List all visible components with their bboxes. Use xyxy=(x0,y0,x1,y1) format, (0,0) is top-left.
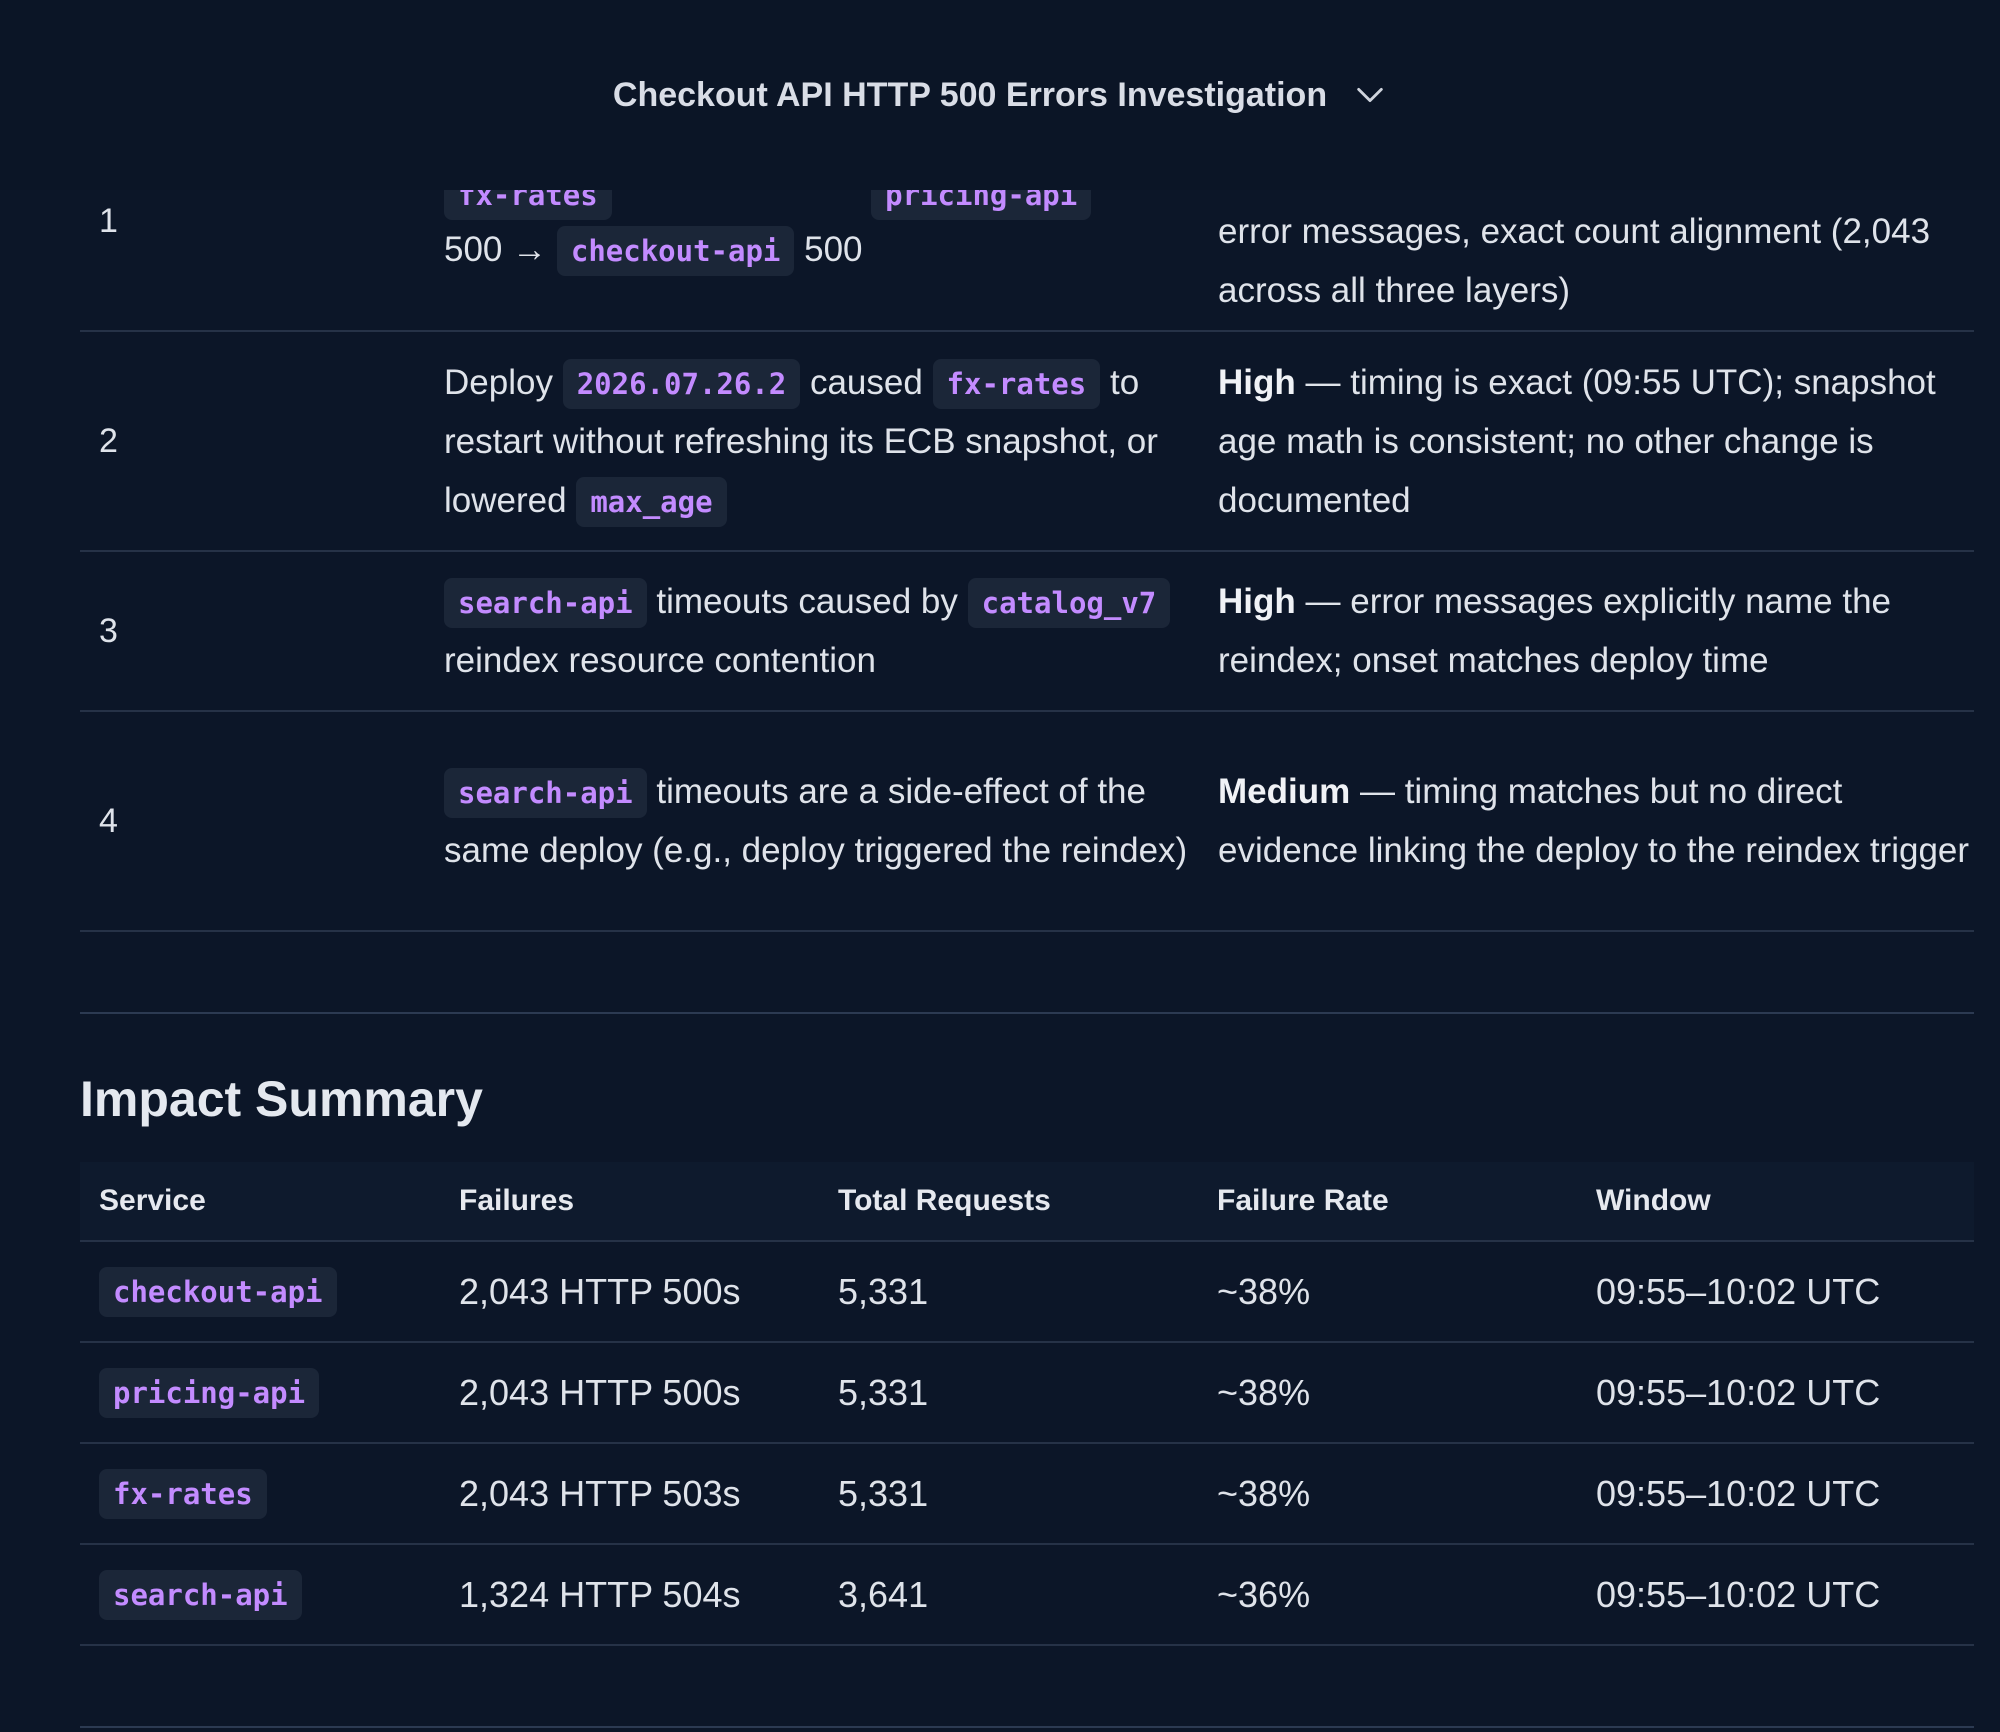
hypotheses-table: 1 fx-rates pricing-api 500 → checkout-ap… xyxy=(80,190,1974,932)
hypothesis-text: to restart without refreshing its ECB sn… xyxy=(444,362,1158,520)
confidence-level: Medium xyxy=(1218,772,1351,811)
hypothesis-confidence: error messages, exact count alignment (2… xyxy=(1218,190,1974,330)
column-header-total-requests: Total Requests xyxy=(838,1184,1051,1217)
conversation-title: Checkout API HTTP 500 Errors Investigati… xyxy=(612,75,1328,114)
code-chip: search-api xyxy=(444,768,647,818)
column-header-failures: Failures xyxy=(459,1184,575,1217)
hypothesis-description: search-api timeouts are a side-effect of… xyxy=(444,712,1218,930)
total-requests-cell: 5,331 xyxy=(838,1472,929,1514)
total-requests-cell: 3,641 xyxy=(838,1573,929,1615)
hypothesis-description: search-api timeouts caused by catalog_v7… xyxy=(444,552,1218,710)
code-chip: search-api xyxy=(444,578,647,628)
code-chip: fx-rates xyxy=(444,190,612,220)
section-heading: Impact Summary xyxy=(80,1071,483,1127)
service-name: fx-rates xyxy=(99,1468,267,1519)
failure-rate-cell: ~36% xyxy=(1217,1573,1311,1615)
column-header-window: Window xyxy=(1596,1184,1711,1217)
table-row: 2 Deploy 2026.07.26.2 caused fx-rates to… xyxy=(80,332,1974,552)
conversation-title-button[interactable]: Checkout API HTTP 500 Errors Investigati… xyxy=(0,70,2000,120)
hypothesis-text: Deploy xyxy=(444,362,553,402)
hypothesis-confidence: Medium — timing matches but no direct ev… xyxy=(1218,712,1974,930)
section-divider xyxy=(80,1012,1974,1014)
code-chip: max_age xyxy=(576,476,727,527)
code-chip: fx-rates xyxy=(932,358,1101,409)
hypothesis-text: reindex resource contention xyxy=(444,641,876,680)
table-row: fx-rates 2,043 HTTP 503s 5,331 ~38% 09:5… xyxy=(80,1444,1974,1545)
confidence-text: — timing matches but no direct evidence … xyxy=(1218,772,1970,870)
confidence-text: — timing is exact (09:55 UTC); snapshot … xyxy=(1218,362,1936,520)
service-name: search-api xyxy=(99,1569,302,1620)
window-cell: 09:55–10:02 UTC xyxy=(1596,1573,1881,1615)
code-chip: catalog_v7 xyxy=(967,578,1171,628)
hypothesis-confidence: High — error messages explicitly name th… xyxy=(1218,552,1974,710)
failure-rate-cell: ~38% xyxy=(1217,1270,1311,1312)
total-requests-cell: 5,331 xyxy=(838,1270,929,1312)
header: Checkout API HTTP 500 Errors Investigati… xyxy=(0,0,2000,190)
hypothesis-description: fx-rates pricing-api 500 → checkout-api … xyxy=(444,190,1218,330)
table-row: search-api 1,324 HTTP 504s 3,641 ~36% 09… xyxy=(80,1545,1974,1646)
window-cell: 09:55–10:02 UTC xyxy=(1596,1371,1881,1413)
hypothesis-text: 500 → xyxy=(444,230,548,269)
confidence-level: High xyxy=(1218,582,1296,621)
service-name: checkout-api xyxy=(99,1266,337,1317)
window-cell: 09:55–10:02 UTC xyxy=(1596,1270,1881,1312)
table-row: 1 fx-rates pricing-api 500 → checkout-ap… xyxy=(80,190,1974,332)
hypothesis-number: 2 xyxy=(99,421,118,460)
column-header-service: Service xyxy=(99,1184,206,1217)
confidence-text: error messages, exact count alignment (2… xyxy=(1218,212,1931,310)
hypothesis-text: timeouts are a side-effect of the same d… xyxy=(444,772,1188,870)
hypothesis-number: 4 xyxy=(99,801,118,840)
total-requests-cell: 5,331 xyxy=(838,1371,929,1413)
impact-table: Service Failures Total Requests Failure … xyxy=(80,1162,1974,1646)
hypothesis-confidence: High — timing is exact (09:55 UTC); snap… xyxy=(1218,332,1974,550)
hypothesis-number: 3 xyxy=(99,611,118,650)
service-name: pricing-api xyxy=(99,1367,320,1418)
hypothesis-text: 500 xyxy=(804,230,863,269)
confidence-text: — error messages explicitly name the rei… xyxy=(1218,582,1891,680)
column-header-failure-rate: Failure Rate xyxy=(1217,1184,1389,1217)
failures-cell: 1,324 HTTP 504s xyxy=(459,1573,741,1615)
table-header-row: Service Failures Total Requests Failure … xyxy=(80,1162,1974,1242)
hypothesis-text: caused xyxy=(809,362,923,402)
failure-rate-cell: ~38% xyxy=(1217,1371,1311,1413)
code-chip: 2026.07.26.2 xyxy=(562,358,801,409)
table-row: checkout-api 2,043 HTTP 500s 5,331 ~38% … xyxy=(80,1242,1974,1343)
chevron-down-icon xyxy=(1357,87,1383,103)
code-chip: checkout-api xyxy=(556,226,795,276)
table-row: pricing-api 2,043 HTTP 500s 5,331 ~38% 0… xyxy=(80,1343,1974,1444)
failure-rate-cell: ~38% xyxy=(1217,1472,1311,1514)
failures-cell: 2,043 HTTP 500s xyxy=(459,1371,741,1413)
confidence-level: High xyxy=(1218,362,1296,402)
code-chip: pricing-api xyxy=(871,190,1092,220)
section-divider xyxy=(80,1726,1974,1728)
failures-cell: 2,043 HTTP 500s xyxy=(459,1270,741,1312)
hypothesis-text: timeouts caused by xyxy=(656,582,958,621)
hypothesis-number: 1 xyxy=(99,202,118,240)
hypothesis-description: Deploy 2026.07.26.2 caused fx-rates to r… xyxy=(444,332,1218,550)
table-row: 4 search-api timeouts are a side-effect … xyxy=(80,712,1974,932)
failures-cell: 2,043 HTTP 503s xyxy=(459,1472,741,1514)
window-cell: 09:55–10:02 UTC xyxy=(1596,1472,1881,1514)
table-row: 3 search-api timeouts caused by catalog_… xyxy=(80,552,1974,712)
